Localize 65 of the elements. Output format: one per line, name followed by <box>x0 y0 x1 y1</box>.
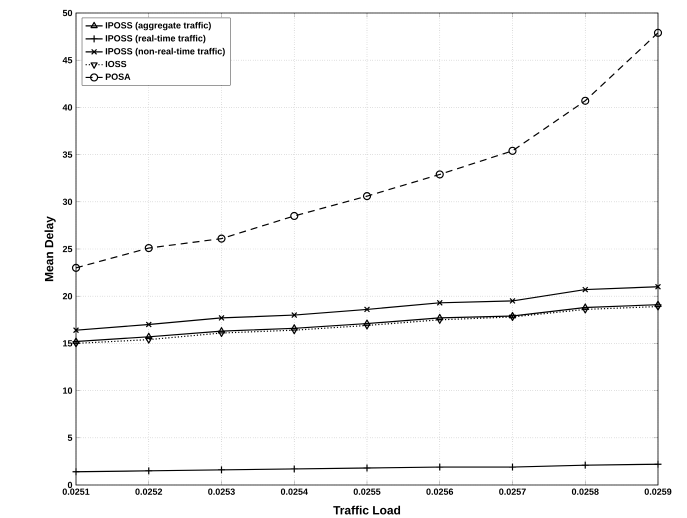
point <box>72 341 80 348</box>
point <box>436 170 444 179</box>
point <box>436 318 444 324</box>
point <box>654 460 662 468</box>
point <box>290 328 298 334</box>
point <box>145 337 152 344</box>
point <box>363 323 371 330</box>
point <box>654 300 662 308</box>
point <box>217 234 226 243</box>
x-tick-label: 0.0252 <box>135 488 162 495</box>
y-tick-label: 15 <box>63 340 72 347</box>
point <box>218 327 226 334</box>
x-tick-label: 0.0258 <box>572 488 599 495</box>
point <box>508 314 516 322</box>
y-tick-label: 10 <box>63 388 72 394</box>
y-tick-label: 40 <box>62 104 72 111</box>
y-tick-label: 20 <box>62 293 72 300</box>
point <box>582 304 589 310</box>
legend-label: IPOSS (aggregate traffic) <box>106 22 211 30</box>
point <box>144 244 153 252</box>
point <box>362 192 372 200</box>
point <box>364 306 370 313</box>
point <box>290 324 298 331</box>
point <box>509 298 516 304</box>
y-tick-label: 45 <box>62 57 72 64</box>
point <box>654 304 662 311</box>
x-tick-label: 0.0253 <box>208 488 235 495</box>
point <box>72 327 80 334</box>
x-axis-title: Traffic Load <box>333 506 400 515</box>
legend-label: POSA <box>106 74 130 80</box>
point <box>508 146 517 156</box>
point <box>218 314 225 322</box>
y-tick-label: 5 <box>68 434 72 442</box>
point <box>290 212 298 220</box>
x-tick-label: 0.0257 <box>499 488 526 495</box>
x-tick-label: 0.0256 <box>426 488 454 495</box>
y-tick-label: 50 <box>62 10 72 16</box>
point <box>654 284 662 290</box>
point <box>291 312 298 318</box>
legend-label: IPOSS (non-real-time traffic) <box>106 48 225 56</box>
y-tick-label: 35 <box>62 152 72 158</box>
point <box>582 286 588 293</box>
point <box>145 332 152 340</box>
point <box>654 28 662 38</box>
y-axis-title: Mean Delay <box>44 216 56 282</box>
point <box>582 307 589 314</box>
point <box>436 300 443 306</box>
point <box>581 96 590 105</box>
point <box>218 330 226 338</box>
y-tick-label: 30 <box>62 198 72 206</box>
point <box>72 264 80 272</box>
y-tick-label: 0 <box>68 482 72 488</box>
x-tick-label: 0.0255 <box>354 488 380 495</box>
x-tick-label: 0.0251 <box>62 488 90 495</box>
y-tick-label: 25 <box>62 246 72 252</box>
point <box>72 338 80 344</box>
point <box>508 312 516 318</box>
point <box>363 320 371 326</box>
legend-label: IOSS <box>106 60 126 68</box>
point <box>146 322 152 328</box>
x-tick-label: 0.0254 <box>280 488 308 495</box>
legend-label: IPOSS (real-time traffic) <box>106 34 206 44</box>
x-tick-label: 0.0259 <box>644 488 672 495</box>
point <box>72 468 80 476</box>
point <box>436 314 444 320</box>
